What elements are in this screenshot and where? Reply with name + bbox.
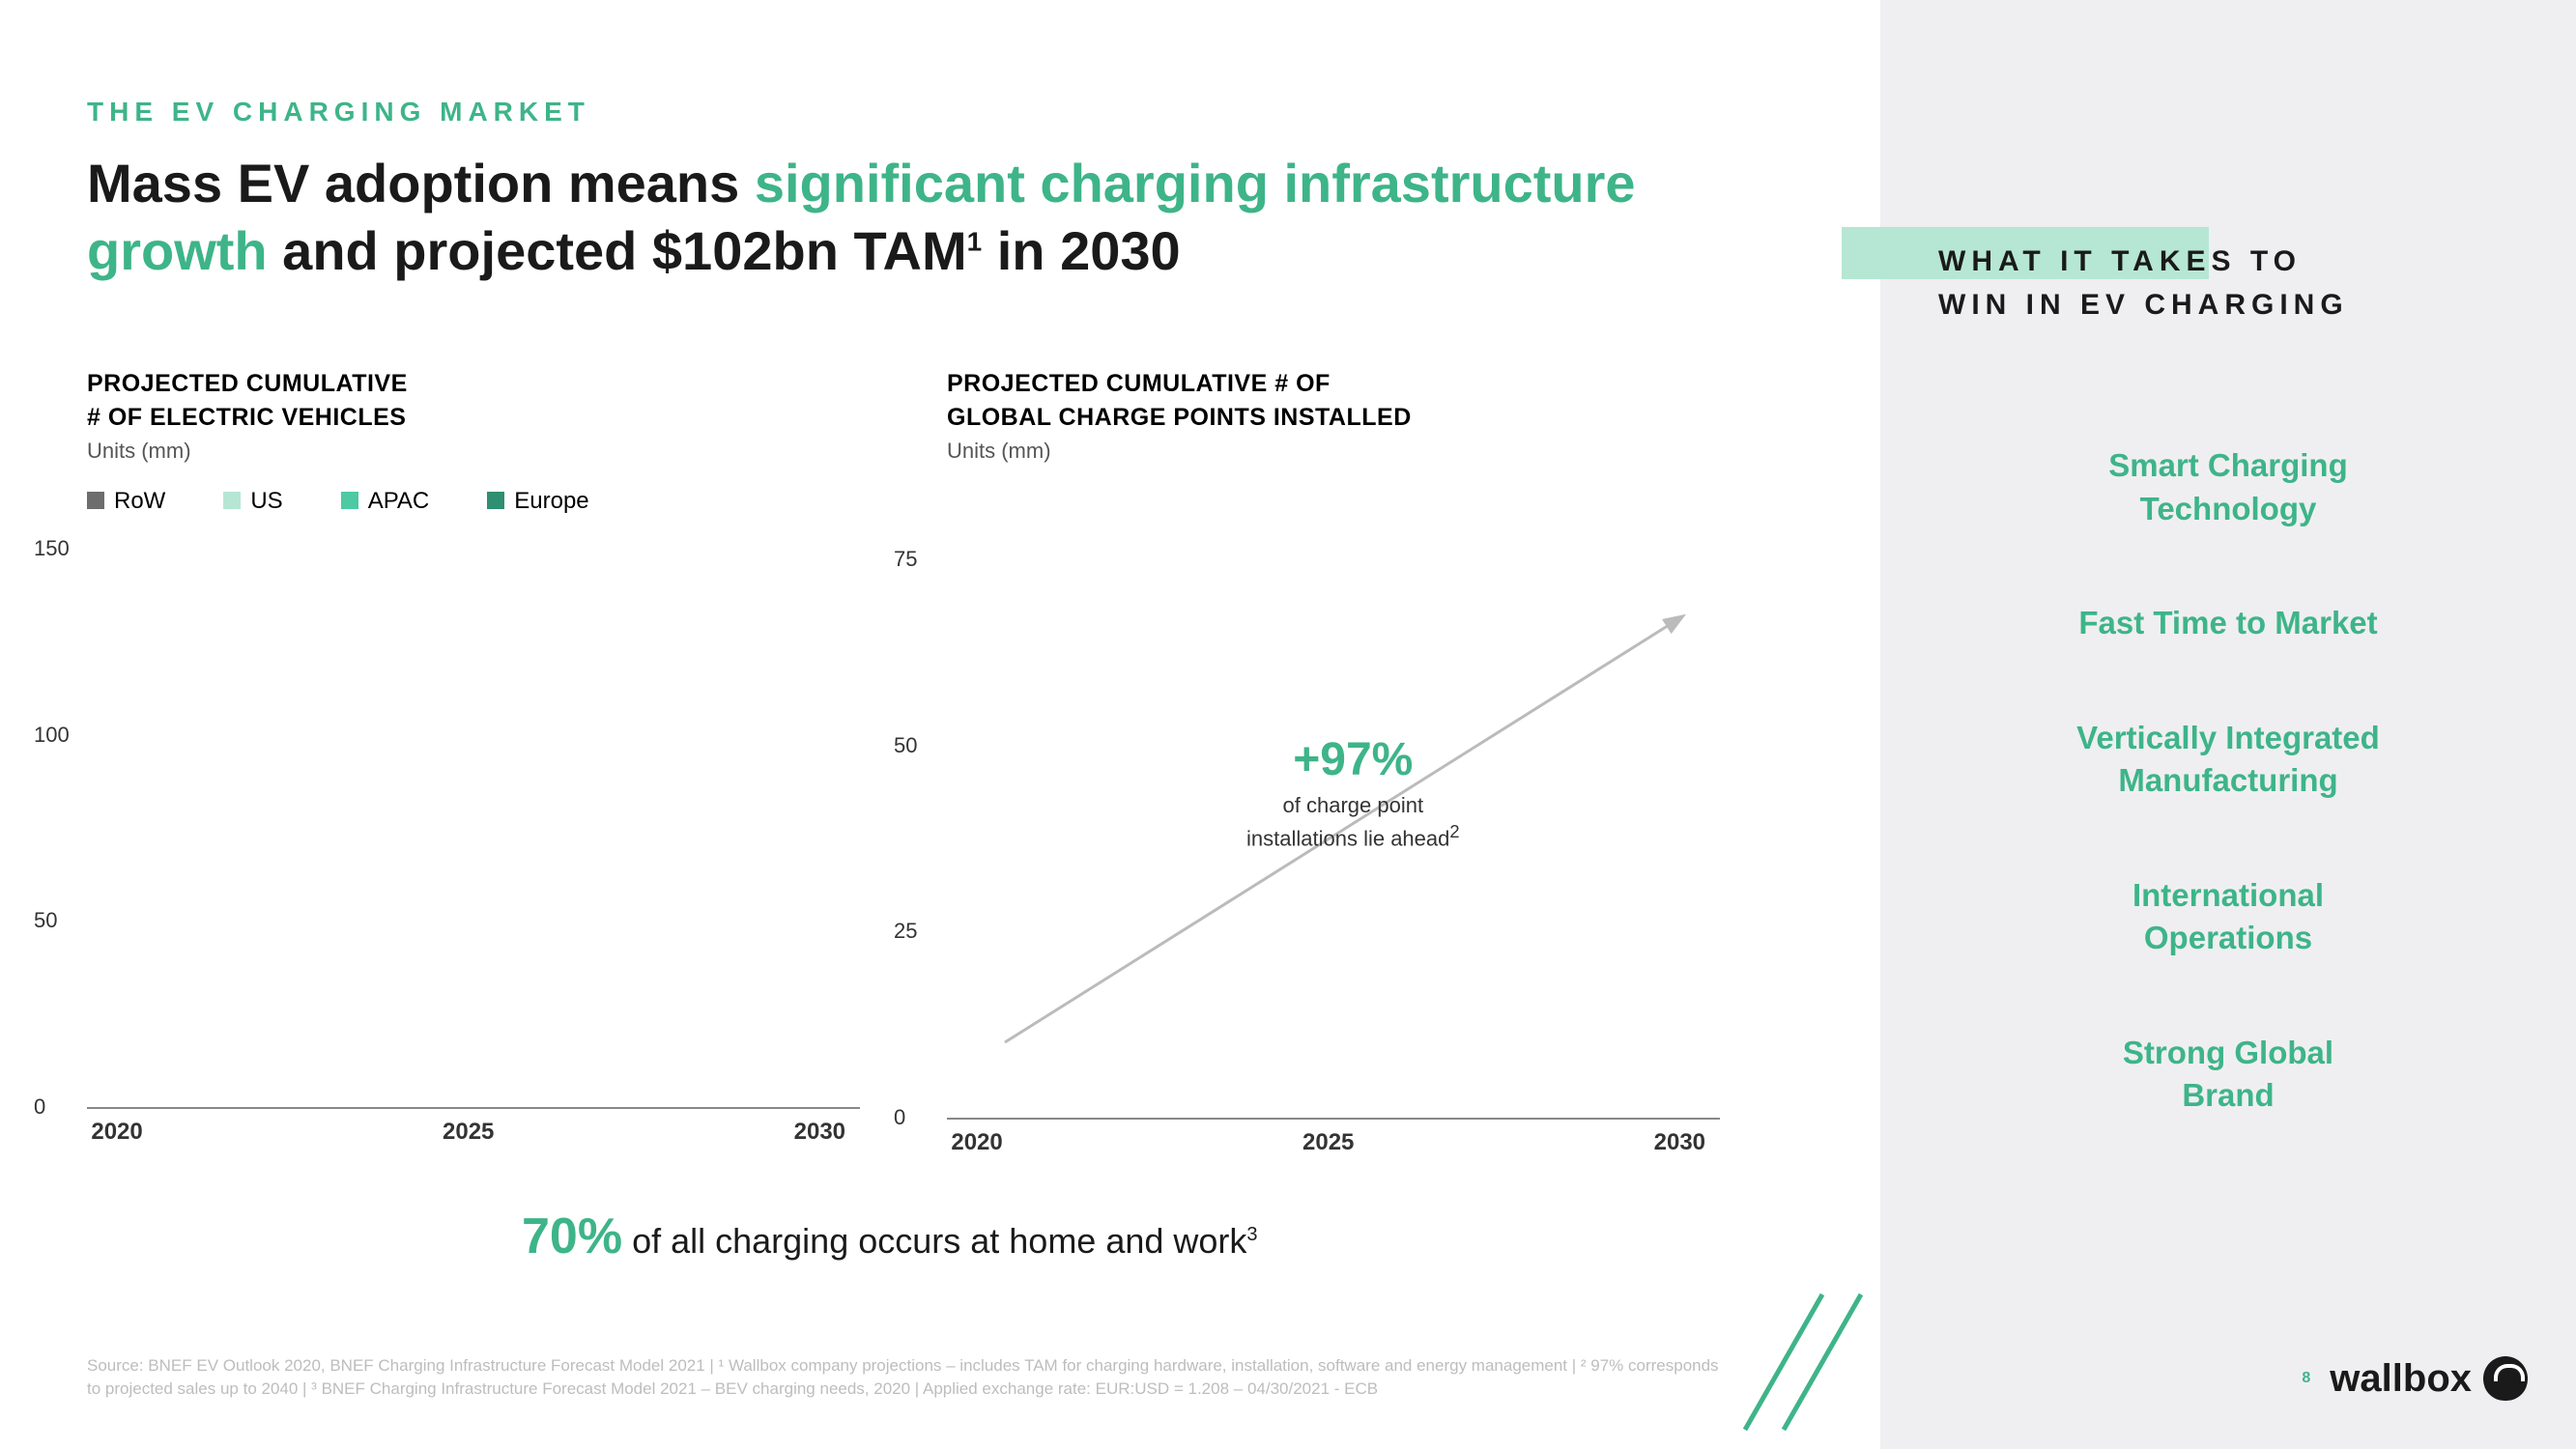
section-eyebrow: THE EV CHARGING MARKET <box>87 97 590 128</box>
page-title: Mass EV adoption means significant charg… <box>87 150 1730 285</box>
headline-sup: 1 <box>967 226 983 256</box>
source-footnote: Source: BNEF EV Outlook 2020, BNEF Charg… <box>87 1354 1730 1401</box>
brand-mark-icon <box>2483 1356 2528 1401</box>
x-tick-label: 2030 <box>794 1119 845 1146</box>
brand-name: wallbox <box>2330 1357 2472 1401</box>
x-tick-label: 2025 <box>443 1119 494 1146</box>
y-tick-label: 0 <box>34 1094 45 1120</box>
headline-p1: Mass EV adoption means <box>87 153 755 213</box>
headline-p2: and projected $102bn TAM <box>268 220 967 281</box>
cp-chart-title: PROJECTED CUMULATIVE # OF GLOBAL CHARGE … <box>947 367 1720 435</box>
ev-chart-legend: RoW US APAC Europe <box>87 488 860 515</box>
y-tick-label: 50 <box>894 733 917 758</box>
slashes-icon <box>1716 1285 1871 1439</box>
sidebar-item: Vertically IntegratedManufacturing <box>1880 717 2576 803</box>
ev-chart-plot: 050100150202020252030 <box>87 549 860 1109</box>
legend-item: APAC <box>341 488 430 515</box>
x-tick-label: 2025 <box>1302 1129 1354 1156</box>
sidebar-item: Strong GlobalBrand <box>1880 1032 2576 1118</box>
x-tick-label: 2030 <box>1654 1129 1705 1156</box>
y-tick-label: 50 <box>34 908 57 933</box>
sidebar-item: Fast Time to Market <box>1880 602 2576 645</box>
cp-chart: PROJECTED CUMULATIVE # OF GLOBAL CHARGE … <box>947 367 1720 1120</box>
sidebar: WHAT IT TAKES TO WIN IN EV CHARGING Smar… <box>1880 0 2576 1449</box>
ev-chart: PROJECTED CUMULATIVE # OF ELECTRIC VEHIC… <box>87 367 860 1109</box>
y-tick-label: 150 <box>34 536 70 561</box>
sidebar-item: Smart ChargingTechnology <box>1880 444 2576 530</box>
legend-item: RoW <box>87 488 165 515</box>
page-number: 8 <box>2302 1370 2310 1387</box>
ev-chart-title: PROJECTED CUMULATIVE # OF ELECTRIC VEHIC… <box>87 367 860 435</box>
y-tick-label: 75 <box>894 547 917 572</box>
legend-item: Europe <box>487 488 588 515</box>
bottom-stat-sup: 3 <box>1246 1224 1257 1245</box>
y-tick-label: 25 <box>894 919 917 944</box>
y-tick-label: 0 <box>894 1105 905 1130</box>
bottom-stat: 70% of all charging occurs at home and w… <box>522 1208 1258 1265</box>
ev-chart-units: Units (mm) <box>87 439 860 464</box>
x-tick-label: 2020 <box>951 1129 1002 1156</box>
sidebar-items: Smart ChargingTechnology Fast Time to Mar… <box>1880 444 2576 1118</box>
bottom-stat-pct: 70% <box>522 1208 622 1264</box>
y-tick-label: 100 <box>34 723 70 748</box>
legend-item: US <box>223 488 282 515</box>
cp-chart-plot: +97% of charge point installations lie a… <box>947 559 1720 1120</box>
brand-logo: 8 wallbox <box>2302 1356 2528 1401</box>
sidebar-title-l1: WHAT IT TAKES TO <box>1938 245 2302 277</box>
sidebar-title-l2: WIN IN EV CHARGING <box>1938 289 2349 321</box>
sidebar-item: InternationalOperations <box>1880 874 2576 960</box>
bottom-stat-text: of all charging occurs at home and work <box>622 1221 1246 1261</box>
x-tick-label: 2020 <box>91 1119 142 1146</box>
headline-p3: in 2030 <box>982 220 1180 281</box>
sidebar-title: WHAT IT TAKES TO WIN IN EV CHARGING <box>1938 240 2349 327</box>
cp-chart-units: Units (mm) <box>947 439 1720 464</box>
